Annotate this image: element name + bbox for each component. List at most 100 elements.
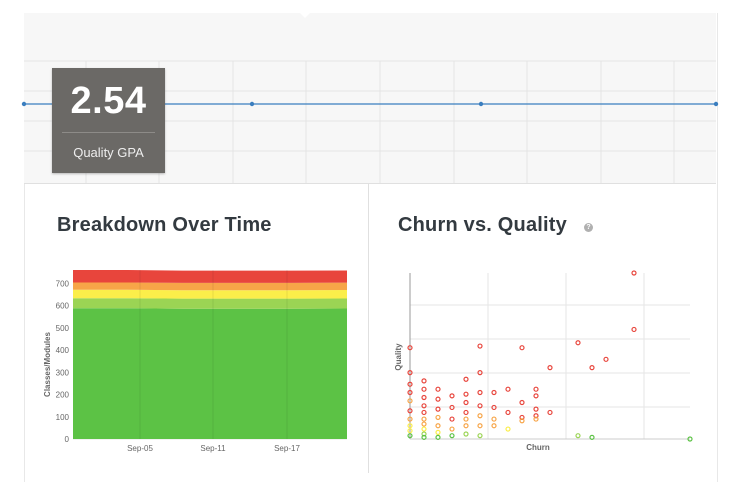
quality-gpa-label: Quality GPA	[73, 145, 144, 160]
scatter-y-label: Quality	[394, 343, 403, 371]
breakdown-y-tick: 400	[56, 346, 70, 355]
scatter-point	[407, 433, 413, 439]
scatter-point	[631, 270, 637, 276]
scatter-point	[519, 345, 525, 351]
help-icon[interactable]: ?	[584, 223, 593, 232]
scatter-point	[421, 394, 427, 401]
breakdown-x-tick: Sep-05	[127, 444, 153, 453]
scatter-point	[589, 434, 595, 440]
scatter-point	[463, 391, 469, 397]
scatter-point	[449, 393, 455, 399]
breakdown-x-tick: Sep-11	[200, 444, 226, 453]
scatter-point	[519, 414, 525, 421]
scatter-point	[407, 428, 413, 434]
scatter-point	[533, 393, 539, 399]
scatter-point	[547, 365, 553, 371]
breakdown-y-label: Classes/Modules	[43, 331, 52, 396]
scatter-point	[463, 399, 469, 406]
trend-point	[713, 101, 719, 107]
breakdown-y-tick: 600	[56, 302, 70, 311]
gpa-card-divider	[62, 132, 155, 133]
scatter-point	[603, 356, 609, 362]
scatter-point	[407, 416, 413, 422]
breakdown-y-tick: 0	[65, 435, 70, 444]
scatter-point	[449, 426, 455, 432]
breakdown-title: Breakdown Over Time	[57, 214, 272, 236]
scatter-point	[421, 386, 427, 392]
breakdown-area-d	[73, 282, 347, 291]
breakdown-x-tick: Sep-17	[274, 444, 300, 453]
scatter-point	[547, 409, 553, 416]
scatter-point	[533, 416, 539, 422]
scatter-point	[449, 433, 455, 439]
scatter-point	[575, 433, 581, 439]
scatter-point	[477, 413, 483, 419]
scatter-point	[407, 408, 413, 414]
scatter-point	[435, 434, 441, 440]
scatter-point	[533, 386, 539, 392]
scatter-point	[407, 423, 413, 429]
scatter-point	[575, 340, 581, 346]
scatter-point	[463, 376, 469, 382]
scatter-point	[421, 426, 427, 432]
scatter-point	[421, 421, 427, 427]
scatter-point	[407, 389, 413, 396]
scatter-point	[435, 414, 441, 421]
scatter-point	[491, 389, 497, 396]
scatter-point	[533, 406, 539, 412]
breakdown-y-tick: 300	[56, 368, 70, 377]
scatter-point	[407, 381, 413, 387]
scatter-point	[631, 326, 637, 333]
scatter-point	[477, 403, 483, 409]
breakdown-area-f	[73, 270, 347, 283]
scatter-point	[463, 423, 469, 429]
scatter-point	[421, 403, 427, 409]
scatter-point	[491, 423, 497, 429]
breakdown-chart: 0 100 200 300 400 500 600 700 Sep-05 Sep-11 Sep-17…	[43, 270, 347, 453]
churn-quality-chart: Churn Quality	[394, 270, 693, 452]
breakdown-area-a	[73, 308, 347, 439]
scatter-point	[505, 426, 511, 432]
scatter-point	[407, 398, 413, 404]
scatter-x-label: Churn	[526, 443, 550, 452]
scatter-point	[477, 423, 483, 429]
breakdown-area-b	[73, 298, 347, 309]
scatter-point	[435, 396, 441, 402]
trend-point	[21, 101, 27, 107]
scatter-point	[519, 418, 525, 424]
scatter-point	[519, 399, 525, 406]
quality-gpa-card: 2.54 Quality GPA	[52, 68, 165, 173]
scatter-point	[407, 345, 413, 351]
scatter-point	[505, 386, 511, 392]
scatter-point	[435, 386, 441, 392]
scatter-point	[463, 416, 469, 422]
quality-gpa-value: 2.54	[70, 80, 147, 122]
scatter-point	[477, 433, 483, 439]
scatter-point	[407, 369, 413, 376]
tooltip-notch	[300, 13, 310, 18]
scatter-point	[435, 429, 441, 435]
scatter-point	[435, 423, 441, 429]
scatter-point	[477, 343, 483, 349]
scatter-point	[421, 409, 427, 416]
churn-title: Churn vs. Quality	[398, 214, 567, 236]
trend-point	[478, 101, 484, 107]
scatter-point	[435, 406, 441, 412]
scatter-point	[449, 416, 455, 422]
scatter-point	[421, 434, 427, 440]
panel-divider	[368, 183, 369, 473]
breakdown-y-tick: 700	[56, 279, 70, 288]
scatter-point	[477, 369, 483, 376]
scatter-point	[477, 389, 483, 396]
scatter-point	[491, 404, 497, 411]
breakdown-y-tick: 100	[56, 413, 70, 422]
scatter-point	[421, 378, 427, 384]
scatter-point	[463, 431, 469, 437]
scatter-point	[533, 413, 539, 419]
scatter-point	[449, 404, 455, 411]
scatter-point	[491, 416, 497, 422]
breakdown-area-c	[73, 289, 347, 299]
scatter-point	[463, 409, 469, 416]
scatter-point	[687, 436, 693, 442]
breakdown-y-tick: 200	[56, 391, 70, 400]
